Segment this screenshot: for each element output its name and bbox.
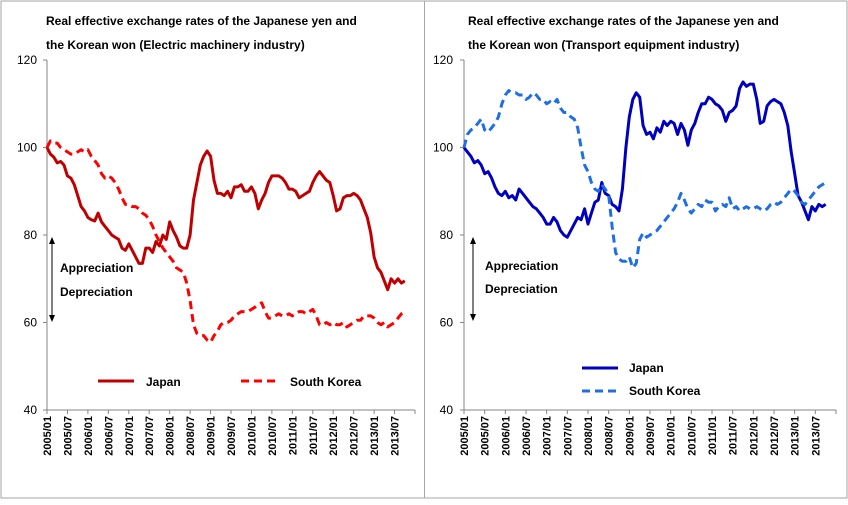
legend-label-japan: Japan (146, 375, 181, 389)
y-tick-label: 40 (440, 403, 454, 417)
x-tick-label: 2008/01 (583, 416, 595, 456)
y-tick-label: 120 (17, 53, 37, 67)
annotation-depreciation: Depreciation (485, 282, 558, 296)
x-tick-label: 2010/07 (267, 416, 279, 456)
x-tick-label: 2007/01 (124, 416, 136, 456)
x-tick-label: 2008/07 (185, 416, 197, 456)
y-tick-label: 80 (440, 228, 454, 242)
x-tick-label: 2006/07 (103, 416, 115, 456)
x-tick-label: 2009/07 (645, 416, 657, 456)
x-tick-label: 2011/01 (707, 416, 719, 455)
series-line-south-korea (45, 139, 406, 344)
exchange-rate-chart-electric-machinery: Real effective exchange rates of the Jap… (17, 14, 416, 456)
y-tick-label: 120 (433, 53, 453, 67)
exchange-rate-chart-transport-equipment: Real effective exchange rates of the Jap… (433, 14, 837, 456)
legend-label-south-korea: South Korea (629, 384, 701, 398)
x-tick-label: 2006/01 (500, 416, 512, 456)
x-tick-label: 2007/01 (542, 416, 554, 456)
x-tick-label: 2010/01 (666, 416, 678, 456)
arrow-up-icon (470, 237, 476, 244)
x-tick-label: 2010/01 (246, 416, 258, 456)
chart-panel-electric-machinery: Real effective exchange rates of the Jap… (0, 0, 424, 500)
x-tick-label: 2005/07 (480, 416, 492, 456)
x-tick-label: 2010/07 (686, 416, 698, 456)
y-tick-label: 100 (433, 141, 453, 155)
x-tick-label: 2008/07 (604, 416, 616, 456)
chart-panel-transport-equipment: Real effective exchange rates of the Jap… (424, 0, 848, 500)
x-tick-label: 2009/01 (206, 416, 218, 456)
x-tick-label: 2011/01 (287, 416, 299, 455)
chart-title-line-2: the Korean won (Transport equipment indu… (468, 38, 739, 52)
y-tick-label: 60 (24, 316, 38, 330)
annotation-appreciation: Appreciation (60, 261, 133, 275)
x-tick-label: 2006/07 (521, 416, 533, 456)
series-line-south-korea (462, 89, 827, 270)
x-tick-label: 2013/07 (810, 416, 822, 456)
y-tick-label: 60 (440, 316, 454, 330)
x-tick-label: 2013/07 (390, 416, 402, 456)
x-tick-label: 2012/07 (769, 416, 781, 456)
arrow-down-icon (49, 315, 55, 322)
x-tick-label: 2009/07 (226, 416, 238, 456)
x-tick-label: 2013/01 (790, 416, 802, 456)
x-tick-label: 2012/01 (748, 416, 760, 456)
x-tick-label: 2005/07 (62, 416, 74, 456)
x-tick-label: 2012/01 (328, 416, 340, 456)
x-tick-label: 2008/01 (165, 416, 177, 456)
series-line-japan (462, 80, 827, 239)
annotation-appreciation: Appreciation (485, 259, 558, 273)
x-tick-label: 2005/01 (459, 416, 471, 456)
y-tick-label: 40 (24, 403, 38, 417)
arrow-down-icon (470, 314, 476, 321)
x-tick-label: 2011/07 (728, 416, 740, 455)
x-tick-label: 2013/01 (369, 416, 381, 456)
chart-title-line-2: the Korean won (Electric machinery indus… (46, 38, 305, 52)
annotation-depreciation: Depreciation (60, 285, 133, 299)
x-tick-label: 2011/07 (308, 416, 320, 455)
chart-title-line-1: Real effective exchange rates of the Jap… (468, 14, 779, 28)
x-tick-label: 2007/07 (144, 416, 156, 456)
arrow-up-icon (49, 237, 55, 244)
x-tick-label: 2005/01 (42, 416, 54, 456)
x-tick-label: 2009/01 (624, 416, 636, 456)
x-tick-label: 2012/07 (349, 416, 361, 456)
y-tick-label: 80 (24, 228, 38, 242)
x-tick-label: 2006/01 (83, 416, 95, 456)
legend-label-south-korea: South Korea (290, 375, 362, 389)
chart-title-line-1: Real effective exchange rates of the Jap… (46, 14, 357, 28)
legend-label-japan: Japan (629, 361, 664, 375)
y-tick-label: 100 (17, 141, 37, 155)
x-tick-label: 2007/07 (562, 416, 574, 456)
